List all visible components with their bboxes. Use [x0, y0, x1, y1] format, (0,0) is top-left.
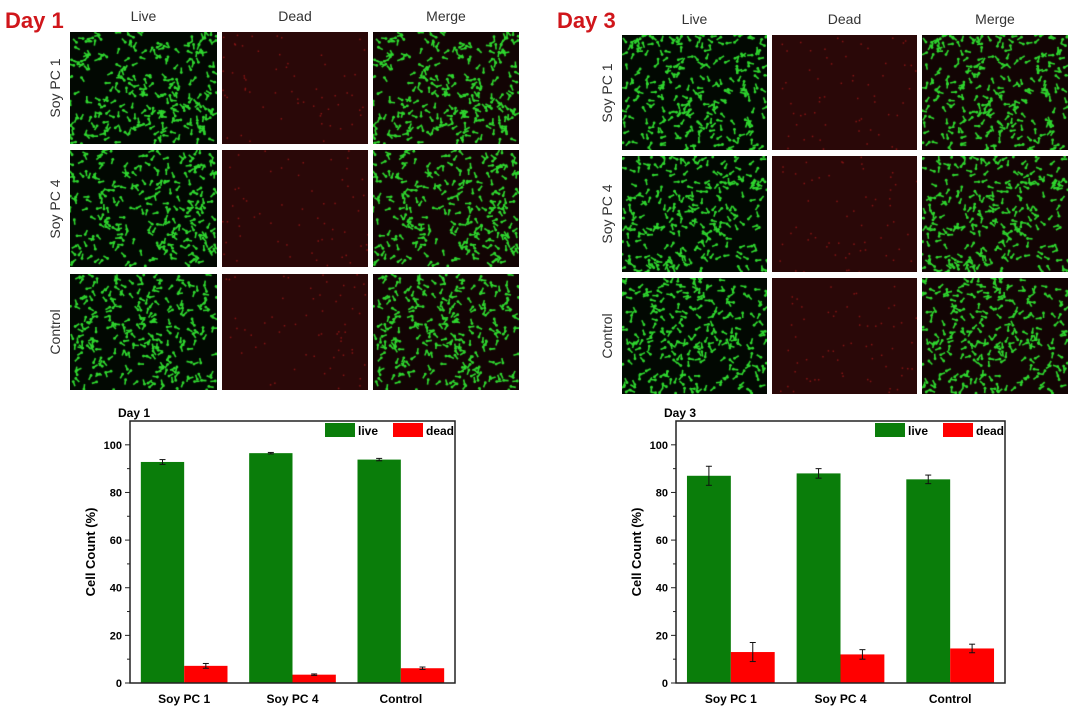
- bar-dead: [292, 674, 336, 683]
- legend-label-live: live: [908, 424, 928, 438]
- y-tick-label: 20: [656, 630, 668, 642]
- legend-label-live: live: [358, 424, 378, 438]
- legend-swatch-dead: [943, 423, 973, 437]
- day-label: Day 3: [557, 8, 616, 33]
- micrograph-live: [70, 150, 217, 267]
- y-tick-label: 40: [656, 583, 668, 595]
- column-label-live: Live: [130, 8, 157, 24]
- legend-swatch-live: [875, 423, 905, 437]
- column-label-live: Live: [681, 11, 708, 27]
- bar-live: [686, 475, 731, 683]
- column-label-dead: Dead: [278, 8, 312, 24]
- micrograph-merge: [373, 32, 519, 144]
- row-label: Control: [599, 313, 615, 359]
- micrograph-merge: [922, 156, 1068, 272]
- y-axis-label: Cell Count (%): [83, 508, 98, 597]
- x-tick-label: Soy PC 4: [814, 692, 866, 706]
- bar-live: [906, 479, 951, 683]
- legend-swatch-dead: [393, 423, 423, 437]
- x-tick-label: Soy PC 4: [266, 692, 318, 706]
- legend-label-dead: dead: [976, 424, 1004, 438]
- chart-title: Day 1: [118, 406, 150, 420]
- row-label: Control: [47, 309, 63, 355]
- bar-dead: [184, 665, 228, 683]
- micrograph-merge: [373, 274, 519, 390]
- x-tick-label: Soy PC 1: [705, 692, 757, 706]
- micrograph-live: [622, 35, 767, 150]
- y-tick-label: 80: [110, 487, 122, 499]
- bar-dead: [950, 648, 995, 683]
- micrograph-live: [622, 278, 767, 394]
- bar-live: [357, 459, 401, 683]
- row-label: Soy PC 1: [599, 62, 615, 123]
- micrograph-merge: [922, 35, 1068, 150]
- legend-swatch-live: [325, 423, 355, 437]
- micrograph-dead: [772, 278, 917, 394]
- axes-frame: [129, 420, 456, 684]
- micrograph-merge: [373, 150, 519, 267]
- micrograph-merge: [922, 278, 1068, 394]
- y-tick-label: 0: [662, 678, 668, 690]
- bar-live: [140, 461, 185, 683]
- bar-live: [796, 473, 841, 683]
- axes-frame: [675, 420, 1006, 684]
- column-label-merge: Merge: [975, 11, 1015, 27]
- y-tick-label: 80: [656, 487, 668, 499]
- y-tick-label: 60: [110, 535, 122, 547]
- micrograph-live: [70, 274, 217, 390]
- micrograph-dead: [222, 150, 368, 267]
- column-label-dead: Dead: [827, 11, 862, 27]
- legend-label-dead: dead: [426, 424, 454, 438]
- micrograph-live: [70, 32, 217, 144]
- y-tick-label: 0: [116, 678, 122, 690]
- y-tick-label: 60: [656, 535, 668, 547]
- y-tick-label: 100: [650, 440, 668, 452]
- y-tick-label: 20: [110, 630, 122, 642]
- x-tick-label: Soy PC 1: [158, 692, 210, 706]
- bar-chart-day-3: Soy PC 1 Soy PC 4 Control 0 20 40 60 80 100 Day 3…: [629, 406, 1006, 706]
- micrograph-dead: [772, 35, 917, 150]
- bar-chart-day-1: Soy PC 1 Soy PC 4 Control 0 20 40 60 80 100 Day 1…: [83, 406, 456, 706]
- bar-dead: [400, 668, 445, 683]
- x-tick-label: Control: [380, 692, 423, 706]
- row-label: Soy PC 4: [599, 184, 615, 244]
- micrograph-dead: [222, 32, 368, 144]
- y-tick-label: 40: [110, 583, 122, 595]
- chart-title: Day 3: [664, 406, 696, 420]
- y-axis-label: Cell Count (%): [629, 508, 644, 597]
- micrograph-dead: [772, 156, 917, 272]
- bar-live: [249, 453, 293, 683]
- day-label: Day 1: [5, 8, 64, 33]
- row-label: Soy PC 1: [47, 58, 63, 118]
- x-tick-label: Control: [929, 692, 972, 706]
- micrograph-dead: [222, 274, 368, 390]
- micrograph-live: [622, 156, 767, 272]
- column-label-merge: Merge: [426, 8, 466, 24]
- y-tick-label: 100: [104, 440, 122, 452]
- row-label: Soy PC 4: [47, 178, 63, 239]
